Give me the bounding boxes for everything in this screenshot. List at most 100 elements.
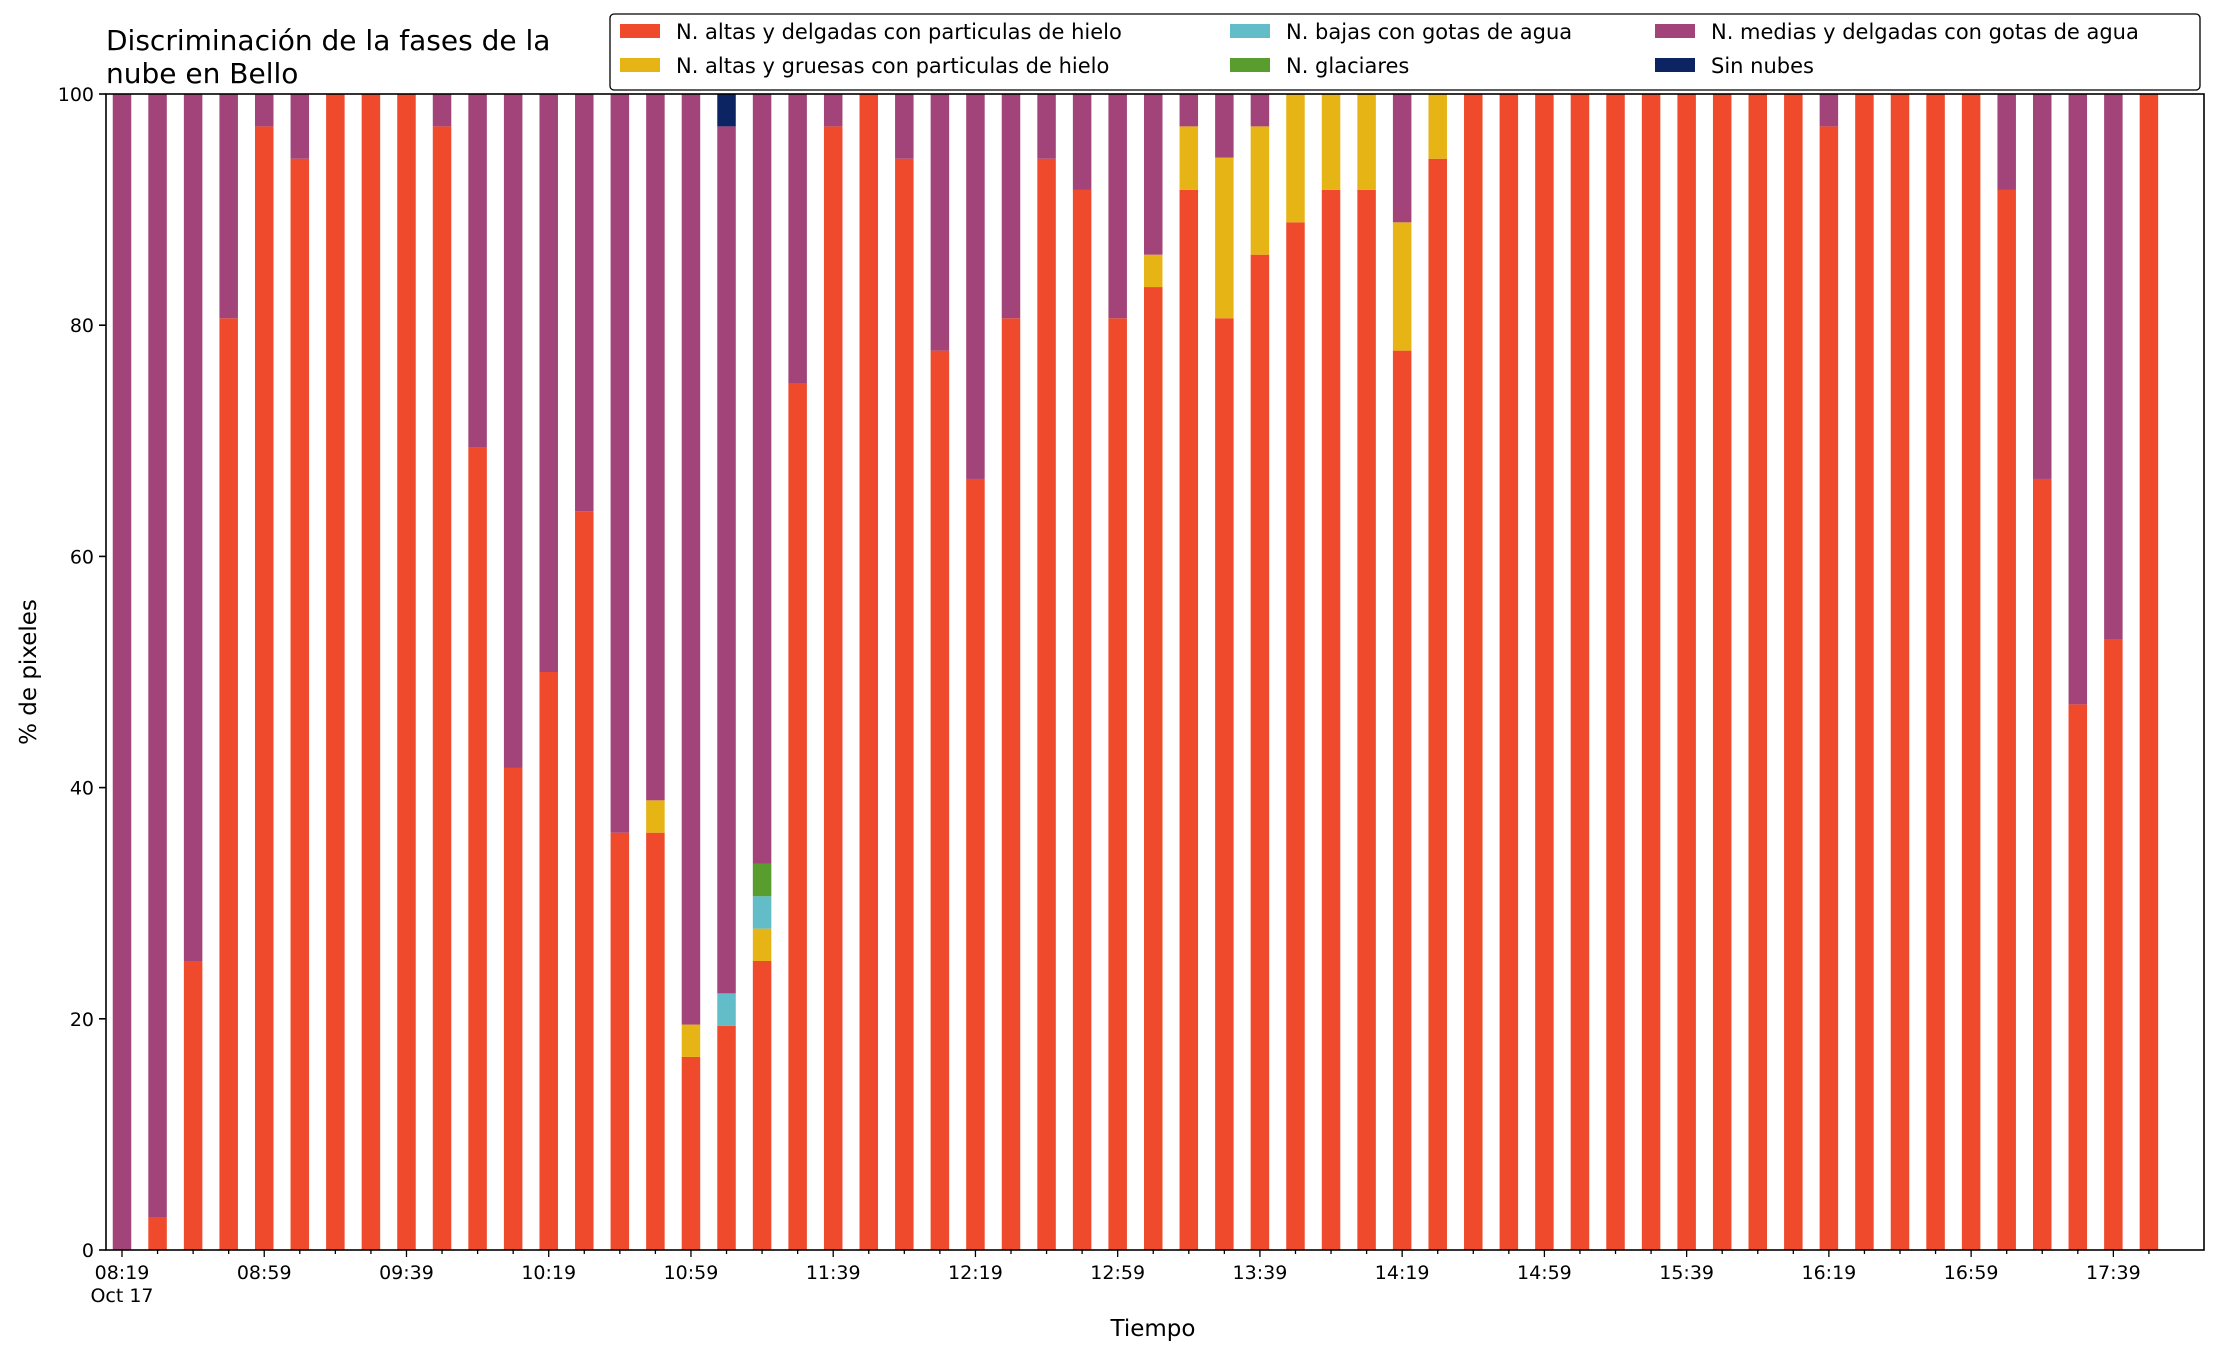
bar-seg-1-16 <box>681 1024 701 1057</box>
bar-seg-0-30 <box>1179 189 1199 1250</box>
bar-seg-0-27 <box>1072 189 1092 1250</box>
bar-seg-0-6 <box>326 94 345 1250</box>
legend-label-0: N. altas y delgadas con particulas de hi… <box>676 20 1122 44</box>
legend-label-5: Sin nubes <box>1711 54 1814 78</box>
chart-title-line-2: nube en Bello <box>106 57 298 90</box>
bar-seg-4-27 <box>1072 94 1092 190</box>
bar-seg-4-18 <box>752 94 772 864</box>
bar-seg-4-17 <box>717 126 736 994</box>
legend-label-3: N. glaciares <box>1286 54 1409 78</box>
y-axis-label: % de pixeles <box>16 599 42 745</box>
bar-seg-4-48 <box>1819 94 1839 127</box>
x-tick-label-0: 08:19 Oct 17 <box>90 1262 153 1307</box>
bar-seg-4-53 <box>1997 94 2016 190</box>
bar-seg-0-49 <box>1855 94 1874 1250</box>
bar-seg-4-2 <box>183 94 203 961</box>
bar-seg-0-39 <box>1499 94 1519 1250</box>
bar-seg-0-52 <box>1961 94 1981 1250</box>
bar-seg-4-20 <box>823 94 843 127</box>
bar-seg-1-30 <box>1179 126 1199 190</box>
x-tick-label-10: 14:59 <box>1517 1262 1572 1284</box>
y-tick-label-20: 20 <box>70 1009 94 1031</box>
x-tick-label-2: 09:39 <box>379 1262 434 1284</box>
bar-seg-0-21 <box>859 94 879 1250</box>
bar-seg-0-47 <box>1784 94 1803 1250</box>
bar-seg-4-55 <box>2068 94 2088 705</box>
bar-seg-0-46 <box>1748 94 1768 1250</box>
bar-seg-0-28 <box>1108 318 1127 1250</box>
bar-seg-4-36 <box>1392 94 1412 223</box>
bar-seg-0-40 <box>1535 94 1554 1250</box>
legend-swatch-2 <box>1230 24 1270 38</box>
bar-seg-2-18 <box>752 896 772 929</box>
bar-seg-1-32 <box>1250 126 1270 255</box>
x-tick-label-11: 15:39 <box>1659 1262 1714 1284</box>
bar-seg-0-45 <box>1712 94 1732 1250</box>
bar-seg-0-7 <box>361 94 381 1250</box>
bar-seg-0-54 <box>2032 478 2052 1250</box>
bar-seg-0-13 <box>575 511 594 1250</box>
bar-seg-0-10 <box>468 447 487 1251</box>
x-tick-label-1: 08:59 <box>237 1262 292 1284</box>
bar-seg-0-22 <box>895 158 914 1251</box>
x-tick-label-13: 16:59 <box>1944 1262 1999 1284</box>
x-tick-label-12: 16:19 <box>1801 1262 1856 1284</box>
chart-title: Discriminación de la fases de la nube en… <box>106 24 559 90</box>
bar-seg-0-31 <box>1215 318 1234 1250</box>
bar-seg-4-28 <box>1108 94 1127 319</box>
bar-seg-0-50 <box>1890 94 1910 1250</box>
bar-seg-0-19 <box>788 383 807 1250</box>
bar-seg-4-30 <box>1179 94 1199 127</box>
bar-seg-4-22 <box>895 94 914 159</box>
x-tick-label-14: 17:39 <box>2086 1262 2141 1284</box>
bar-seg-1-34 <box>1321 94 1341 190</box>
bar-seg-0-23 <box>930 350 950 1251</box>
bar-seg-0-48 <box>1819 126 1839 1250</box>
bar-seg-0-26 <box>1037 158 1056 1251</box>
x-axis-label: Tiempo <box>1110 1316 1196 1342</box>
y-tick-label-0: 0 <box>82 1240 94 1262</box>
bar-seg-0-36 <box>1392 350 1412 1251</box>
legend-swatch-0 <box>620 24 660 38</box>
bar-seg-4-12 <box>539 94 558 672</box>
bar-seg-0-11 <box>503 767 523 1250</box>
bar-seg-0-5 <box>290 158 310 1251</box>
bar-seg-1-35 <box>1357 94 1376 190</box>
x-tick-label-6: 12:19 <box>948 1262 1003 1284</box>
bar-seg-0-18 <box>752 961 772 1250</box>
bar-seg-4-11 <box>503 94 523 768</box>
legend-swatch-3 <box>1230 58 1270 72</box>
bar-seg-4-26 <box>1037 94 1056 159</box>
bar-seg-0-8 <box>397 94 416 1250</box>
legend-label-1: N. altas y gruesas con particulas de hie… <box>676 54 1109 78</box>
bar-seg-0-53 <box>1997 189 2016 1250</box>
bar-seg-4-25 <box>1001 94 1021 319</box>
y-tick-label-100: 100 <box>58 84 94 106</box>
bar-seg-4-9 <box>432 94 452 127</box>
bar-seg-1-15 <box>646 800 665 833</box>
bar-seg-0-38 <box>1464 94 1483 1250</box>
bar-seg-0-57 <box>2139 94 2159 1250</box>
bar-seg-0-33 <box>1286 222 1305 1250</box>
bar-seg-4-4 <box>254 94 274 127</box>
bar-seg-0-9 <box>432 126 452 1250</box>
y-tick-label-80: 80 <box>70 315 94 337</box>
bar-seg-0-24 <box>966 478 985 1250</box>
bar-seg-0-3 <box>219 318 238 1250</box>
bar-seg-4-56 <box>2104 94 2123 640</box>
bar-seg-4-29 <box>1143 94 1163 255</box>
bar-seg-2-17 <box>717 993 736 1026</box>
bar-seg-0-34 <box>1321 189 1341 1250</box>
bars-group <box>112 94 2159 1251</box>
bar-seg-0-16 <box>681 1056 701 1250</box>
bar-seg-4-5 <box>290 94 310 159</box>
bar-seg-0-42 <box>1606 94 1625 1250</box>
bar-seg-4-54 <box>2032 94 2052 479</box>
bar-seg-1-37 <box>1428 94 1447 159</box>
bar-seg-4-32 <box>1250 94 1270 127</box>
legend-frame <box>609 13 2201 91</box>
bar-seg-0-15 <box>646 832 665 1250</box>
legend: N. altas y delgadas con particulas de hi… <box>609 13 2201 91</box>
bar-seg-4-0 <box>112 94 132 1250</box>
bar-seg-1-29 <box>1143 254 1163 288</box>
